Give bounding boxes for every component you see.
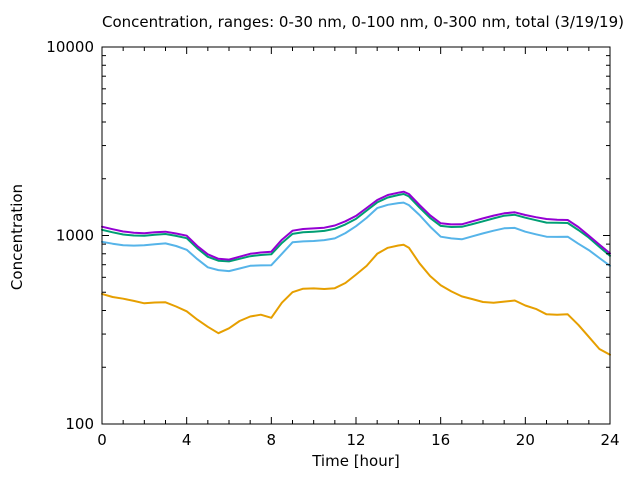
- x-tick-label: 0: [97, 431, 107, 449]
- y-tick-label: 100: [65, 415, 94, 433]
- y-tick-label: 1000: [56, 227, 94, 245]
- chart-title: Concentration, ranges: 0-30 nm, 0-100 nm…: [102, 13, 624, 31]
- y-tick-label: 10000: [46, 38, 94, 56]
- x-tick-label: 4: [182, 431, 192, 449]
- series-line-0-30-nm: [101, 243, 611, 356]
- x-axis-label: Time [hour]: [312, 452, 400, 470]
- series-line-0-300-nm: [101, 193, 611, 263]
- x-tick-label: 20: [516, 431, 535, 449]
- series-line-0-100-nm: [101, 201, 611, 273]
- x-tick-label: 16: [431, 431, 450, 449]
- x-tick-label: 24: [600, 431, 619, 449]
- x-tick-label: 8: [267, 431, 277, 449]
- x-tick-label: 12: [346, 431, 365, 449]
- series-line-total: [101, 190, 611, 261]
